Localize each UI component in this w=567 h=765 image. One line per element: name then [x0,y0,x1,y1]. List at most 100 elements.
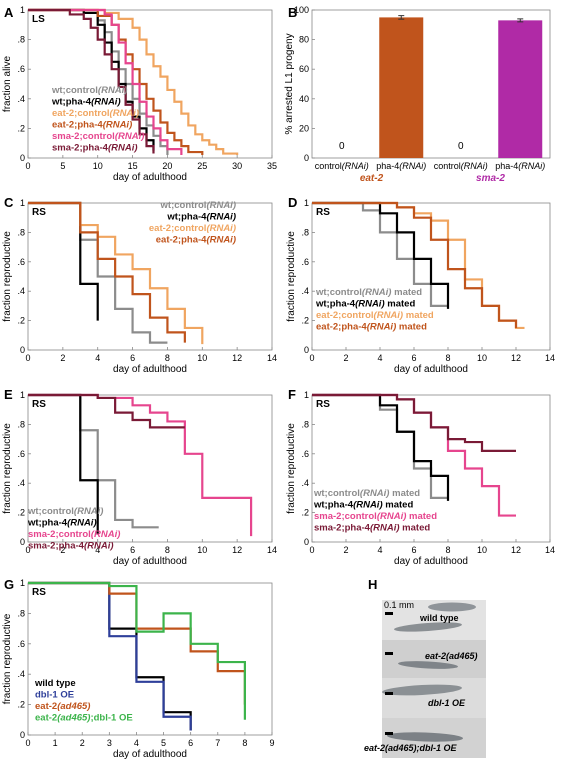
y-tick-label: .6 [17,64,25,74]
legend-entry: sma-2;pha-4(RNAi) mated [314,523,430,534]
plot-frame [27,582,273,736]
y-axis-label: fraction reproductive [2,423,13,514]
legend-entry: wild type [34,678,76,689]
label-wild-type: wild type [419,613,459,623]
panel-letter-e: E [4,387,13,402]
y-tick-label: .4 [17,478,25,488]
series-line-wt_control [312,201,448,307]
legend-entry: sma-2;pha-4(RNAi) [52,143,138,154]
x-tick-label: 0 [309,353,314,363]
x-tick-label: 14 [267,353,277,363]
y-tick-label: .4 [301,478,309,488]
y-tick-label: 60 [299,64,309,74]
y-tick-label: .2 [17,123,25,133]
x-tick-label: 10 [197,545,207,555]
x-tick-label: 8 [445,353,450,363]
x-tick-label: 2 [343,353,348,363]
x-tick-label: 14 [267,545,277,555]
y-tick-label: 1 [20,390,25,400]
zero-value-label: 0 [458,141,464,152]
label-eat-2: eat-2(ad465) [425,651,478,661]
series-line-wt_control [28,201,168,344]
x-tick-label: 12 [511,353,521,363]
x-tick-label: 1 [53,738,58,748]
y-tick-label: .6 [301,257,309,267]
scale-bar [385,692,393,695]
y-tick-label: 20 [299,123,309,133]
x-tick-label: 8 [445,545,450,555]
y-tick-label: 0 [20,345,25,355]
x-tick-label: 12 [232,545,242,555]
y-tick-label: .8 [17,35,25,45]
y-tick-label: .8 [301,227,309,237]
series-line-wt_control [312,393,448,499]
group-label: eat-2 [360,173,384,184]
y-axis-label: fraction alive [2,55,13,112]
x-tick-label: 7 [215,738,220,748]
x-tick-label: 0 [309,545,314,555]
plot-tag: RS [32,399,46,410]
y-tick-label: 0 [304,153,309,163]
plot-frame [311,394,551,543]
legend-entry: eat-2(ad465) [35,701,90,712]
x-tick-label: 5 [60,161,65,171]
y-tick-label: .2 [17,508,25,518]
legend-entry: wt;pha-4(RNAi) mated [313,500,413,511]
legend-entry: eat-2;control(RNAi) mated [316,310,434,321]
legend-entry: dbl-1 OE [35,690,74,701]
y-tick-label: .6 [301,449,309,459]
zero-value-label: 0 [339,141,345,152]
plot-frame [27,9,273,159]
panel-d: 0 2 4 6 8 10 12 14 0 .2 .4 .6 .8 1 day of adulthood fra… [286,198,555,375]
x-axis-label: day of adulthood [113,172,187,183]
plot-frame [311,202,551,351]
scale-label: 0.1 mm [384,600,414,610]
legend-entry: eat-2(ad465);dbl-1 OE [35,713,133,724]
y-tick-label: .4 [17,669,25,679]
category-label: control(RNAi) [434,161,488,171]
plot-tag: LS [32,14,45,25]
x-tick-label: 4 [95,353,100,363]
x-tick-label: 4 [377,545,382,555]
panel-e: 0 2 4 6 8 10 12 14 0 .2 .4 .6 .8 1 day of adulthood fra… [2,390,277,567]
series-line-eat2_control [28,201,204,345]
x-tick-label: 8 [242,738,247,748]
x-axis-label: day of adulthood [394,556,468,567]
plot-tag: RS [32,587,46,598]
y-tick-label: 100 [294,5,309,15]
series-line-sma2_pha4 [28,8,155,154]
legend-entry: eat-2;pha-4(RNAi) [156,235,236,246]
worm-2 [394,622,462,632]
series-line-wt_pha4 [312,393,450,501]
x-tick-label: 10 [93,161,103,171]
x-tick-label: 6 [130,545,135,555]
x-tick-label: 6 [411,545,416,555]
panel-g: 0 1 2 3 4 5 6 7 8 9 0 .2 .4 .6 .8 1 day of adulthood frac… [2,578,275,760]
worm-wild-type [428,602,476,612]
x-tick-label: 9 [269,738,274,748]
y-tick-label: .6 [17,639,25,649]
legend-entry: wt;control(RNAi) mated [315,287,422,298]
legend-entry: wt;control(RNAi) mated [313,488,420,499]
series-line-eat2_pha4 [28,581,246,705]
panel-b: 0 20 40 60 80 100 % arrested L1 progeny 0 contro… [284,5,551,184]
panel-letter-f: F [288,387,296,402]
x-tick-label: 4 [95,545,100,555]
panel-c: 0 2 4 6 8 10 12 14 0 .2 .4 .6 .8 1 day of adulthood fra… [2,198,277,375]
x-tick-label: 12 [511,545,521,555]
panel-letter-d: D [288,195,297,210]
y-tick-label: .8 [17,608,25,618]
y-tick-label: 0 [20,537,25,547]
panel-h: 0.1 mm wild type eat-2(ad465) dbl-1 OE e… [364,600,486,758]
y-tick-label: 1 [304,390,309,400]
x-tick-label: 2 [60,545,65,555]
y-axis-label: % arrested L1 progeny [284,33,295,134]
micrograph-tile-2 [382,640,486,678]
x-tick-label: 10 [477,353,487,363]
bar [379,17,424,159]
y-tick-label: .2 [17,316,25,326]
x-axis-label: day of adulthood [113,749,187,760]
x-tick-label: 0 [25,161,30,171]
x-tick-label: 4 [134,738,139,748]
